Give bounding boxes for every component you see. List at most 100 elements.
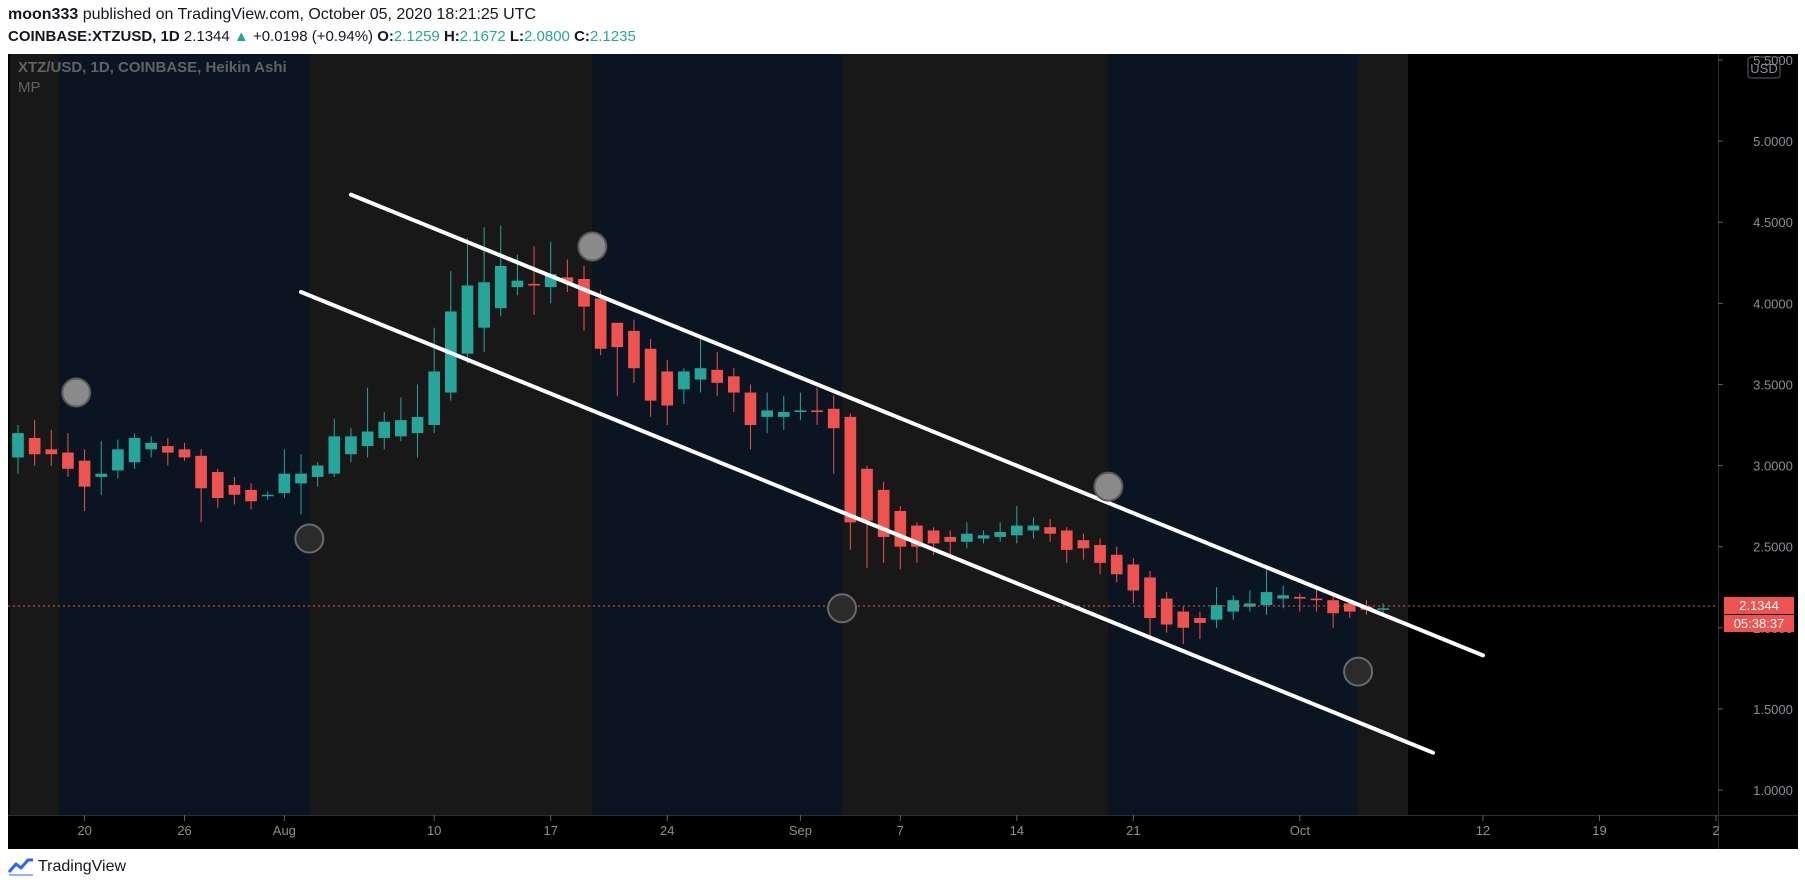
candle-body[interactable]: [1094, 545, 1106, 563]
candle-body[interactable]: [228, 485, 241, 495]
currency-badge[interactable]: [1747, 56, 1781, 79]
candle-body[interactable]: [145, 442, 158, 450]
candle-body[interactable]: [1077, 540, 1090, 549]
candle-body[interactable]: [195, 455, 207, 489]
candle-body[interactable]: [428, 371, 441, 425]
candle-body[interactable]: [861, 468, 873, 521]
time-tick-label: 19: [1592, 823, 1606, 838]
candle-body[interactable]: [1144, 577, 1156, 619]
circle-marker-light[interactable]: [61, 377, 92, 408]
candle-body[interactable]: [661, 371, 674, 406]
circle-marker-dark[interactable]: [1343, 656, 1374, 687]
candle-body[interactable]: [494, 266, 507, 309]
candle-body[interactable]: [1060, 530, 1073, 550]
tradingview-logo-icon[interactable]: [8, 858, 34, 876]
candle-body[interactable]: [994, 532, 1007, 537]
candle-body[interactable]: [694, 368, 707, 380]
candle-body[interactable]: [1044, 527, 1056, 534]
candle-body[interactable]: [95, 473, 108, 477]
candle-body[interactable]: [1310, 598, 1323, 601]
candle-body[interactable]: [761, 410, 773, 417]
candle-body[interactable]: [911, 525, 923, 547]
candle-body[interactable]: [544, 274, 557, 288]
candle-body[interactable]: [594, 298, 607, 349]
candle-body[interactable]: [727, 376, 740, 393]
candle-body[interactable]: [295, 473, 307, 484]
candle-body[interactable]: [561, 277, 574, 283]
candle-body[interactable]: [278, 473, 291, 494]
candle-body[interactable]: [1177, 611, 1190, 628]
candle-body[interactable]: [345, 436, 357, 455]
candle-body[interactable]: [877, 489, 890, 537]
candle-body[interactable]: [794, 410, 807, 413]
candle-body[interactable]: [395, 420, 407, 437]
candle-body[interactable]: [628, 330, 640, 369]
candle-body[interactable]: [478, 282, 490, 328]
candle-body[interactable]: [261, 494, 274, 497]
candle-body[interactable]: [245, 489, 257, 502]
candle-body[interactable]: [1127, 564, 1140, 591]
candle-body[interactable]: [1010, 525, 1023, 536]
candle-body[interactable]: [12, 433, 24, 458]
candle-body[interactable]: [28, 437, 41, 455]
candle-body[interactable]: [511, 280, 524, 288]
candle-body[interactable]: [944, 536, 957, 542]
candle-body[interactable]: [78, 460, 91, 487]
candle-body[interactable]: [1343, 603, 1356, 612]
candle-body[interactable]: [1260, 592, 1273, 606]
candle-body[interactable]: [361, 431, 374, 447]
candle-body[interactable]: [378, 421, 391, 438]
candle-body[interactable]: [711, 369, 724, 383]
candle-body[interactable]: [644, 348, 657, 401]
candle-body[interactable]: [128, 437, 141, 463]
candle-body[interactable]: [1194, 618, 1206, 623]
candle-body[interactable]: [1210, 605, 1223, 620]
candle-body[interactable]: [611, 322, 624, 348]
candle-body[interactable]: [528, 283, 540, 286]
time-axis[interactable]: 20 26 Aug 10 17 24 Sep 7 14 21 Oct 12 19 2: [77, 815, 1720, 838]
candle-body[interactable]: [927, 530, 940, 544]
candle-body[interactable]: [1327, 600, 1339, 614]
candle-body[interactable]: [961, 533, 973, 542]
candle-body[interactable]: [844, 416, 857, 523]
candle-body[interactable]: [1160, 598, 1173, 625]
candle-body[interactable]: [178, 449, 191, 458]
candle-body[interactable]: [977, 535, 990, 539]
low-label: L:: [509, 28, 525, 45]
candle-body[interactable]: [161, 446, 174, 453]
channel-line-upper[interactable]: [348, 192, 1485, 658]
candle-body[interactable]: [578, 279, 590, 307]
channel-lines[interactable]: [299, 192, 1485, 755]
circle-marker-dark[interactable]: [827, 593, 858, 624]
time-tick-label: 12: [1476, 823, 1490, 838]
author-name[interactable]: moon333: [8, 6, 79, 23]
price-chart[interactable]: XTZ/USD, 1D, COINBASE, Heikin Ashi MP 1.…: [8, 54, 1798, 849]
candle-body[interactable]: [827, 408, 840, 429]
candle-body[interactable]: [777, 412, 790, 417]
candle-body[interactable]: [744, 392, 757, 425]
candle-body[interactable]: [1027, 525, 1040, 531]
candle-body[interactable]: [461, 285, 474, 354]
candles[interactable]: [12, 225, 1389, 644]
circle-marker-light[interactable]: [577, 231, 608, 262]
candle-body[interactable]: [1377, 608, 1389, 610]
candle-body[interactable]: [1277, 595, 1290, 599]
candle-body[interactable]: [411, 416, 424, 434]
candle-body[interactable]: [311, 465, 324, 477]
tradingview-brand[interactable]: TradingView: [38, 858, 127, 875]
candle-body[interactable]: [811, 410, 823, 413]
candle-body[interactable]: [328, 436, 341, 474]
candle-body[interactable]: [45, 449, 58, 455]
candle-body[interactable]: [211, 472, 224, 498]
candle-body[interactable]: [112, 449, 124, 471]
circle-markers[interactable]: [61, 231, 1374, 687]
candle-body[interactable]: [1293, 596, 1306, 599]
candle-body[interactable]: [894, 510, 907, 547]
circle-marker-light[interactable]: [1093, 471, 1124, 502]
candle-body[interactable]: [1244, 603, 1256, 607]
candle-body[interactable]: [678, 371, 690, 390]
candle-body[interactable]: [1110, 554, 1123, 575]
circle-marker-dark[interactable]: [294, 523, 325, 554]
channel-line-lower[interactable]: [299, 289, 1435, 755]
candle-body[interactable]: [62, 452, 74, 469]
